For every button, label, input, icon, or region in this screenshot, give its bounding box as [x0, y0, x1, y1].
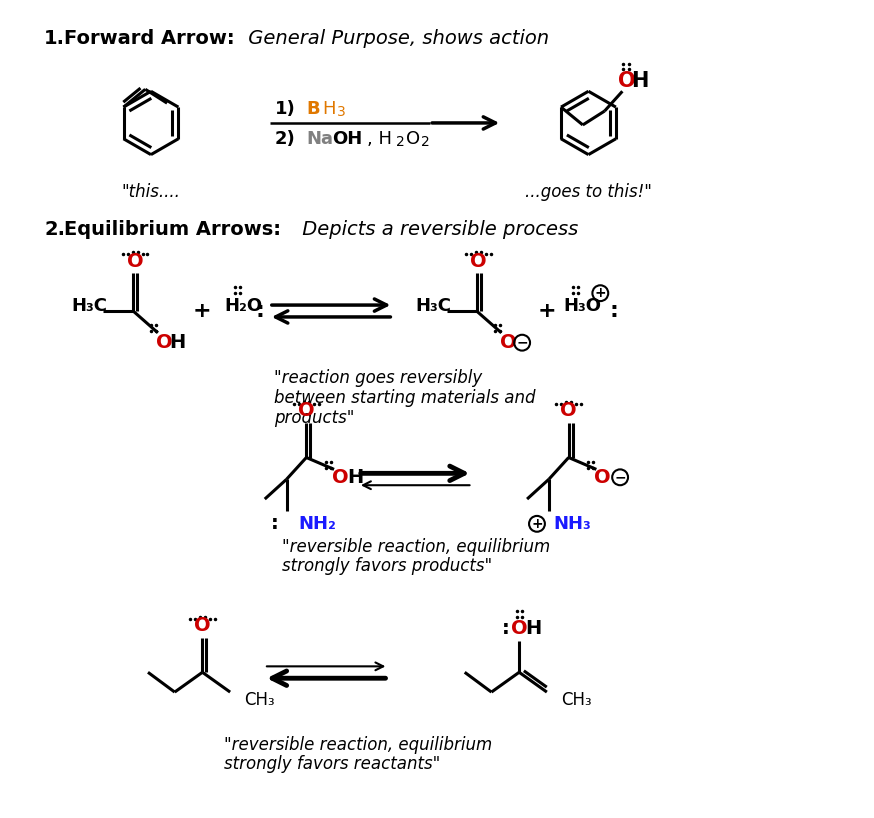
Text: H₃O: H₃O — [564, 297, 601, 315]
Text: 2: 2 — [421, 135, 430, 149]
Text: CH₃: CH₃ — [244, 691, 274, 709]
Text: O: O — [127, 252, 143, 271]
Text: NH₂: NH₂ — [298, 515, 336, 533]
Text: H: H — [323, 100, 336, 118]
Text: O: O — [594, 468, 611, 487]
Text: O: O — [156, 333, 173, 353]
Text: 3: 3 — [337, 105, 346, 119]
Text: O: O — [560, 402, 577, 420]
Text: H: H — [525, 619, 541, 638]
Text: Depicts a reversible process: Depicts a reversible process — [296, 220, 579, 240]
Text: O: O — [194, 616, 211, 636]
Text: :: : — [502, 619, 510, 638]
Text: 2.: 2. — [44, 220, 65, 240]
Text: "reversible reaction, equilibrium: "reversible reaction, equilibrium — [281, 537, 550, 555]
Text: products": products" — [274, 409, 354, 427]
Text: NH₃: NH₃ — [554, 515, 592, 533]
Text: H₂O: H₂O — [225, 297, 262, 315]
Text: O: O — [406, 130, 420, 148]
Text: strongly favors reactants": strongly favors reactants" — [225, 755, 440, 773]
Text: O: O — [510, 619, 528, 638]
Text: strongly favors products": strongly favors products" — [281, 557, 492, 575]
Text: H₃C: H₃C — [415, 297, 451, 315]
Text: 1): 1) — [274, 100, 295, 118]
Text: O: O — [500, 333, 517, 353]
Text: O: O — [618, 71, 635, 92]
Text: 2): 2) — [274, 130, 295, 148]
Text: −: − — [614, 470, 626, 484]
Text: 2: 2 — [397, 135, 406, 149]
Text: H₃C: H₃C — [72, 297, 108, 315]
Text: −: − — [517, 335, 528, 349]
Text: :: : — [610, 301, 619, 321]
Text: :: : — [255, 301, 264, 321]
Text: H: H — [348, 468, 364, 487]
Text: O: O — [332, 468, 349, 487]
Text: General Purpose, shows action: General Purpose, shows action — [242, 29, 549, 48]
Text: Na: Na — [307, 130, 333, 148]
Text: , H: , H — [367, 130, 392, 148]
Text: H: H — [632, 71, 649, 92]
Text: H: H — [170, 333, 186, 353]
Text: ...goes to this!": ...goes to this!" — [525, 183, 652, 201]
Text: 1.: 1. — [44, 29, 65, 48]
Text: +: + — [531, 517, 543, 531]
Text: O: O — [470, 252, 487, 271]
Text: "reversible reaction, equilibrium: "reversible reaction, equilibrium — [225, 735, 492, 753]
Text: B: B — [307, 100, 320, 118]
Text: +: + — [594, 286, 607, 300]
Text: Equilibrium Arrows:: Equilibrium Arrows: — [64, 220, 281, 240]
Text: +: + — [193, 301, 212, 321]
Text: +: + — [538, 301, 556, 321]
Text: between starting materials and: between starting materials and — [274, 389, 535, 407]
Text: Forward Arrow:: Forward Arrow: — [64, 29, 234, 48]
Text: "reaction goes reversibly: "reaction goes reversibly — [274, 369, 482, 387]
Text: CH₃: CH₃ — [561, 691, 592, 709]
Text: "this....: "this.... — [121, 183, 180, 201]
Text: O: O — [298, 402, 315, 420]
Text: :: : — [271, 515, 279, 533]
Text: OH: OH — [332, 130, 363, 148]
